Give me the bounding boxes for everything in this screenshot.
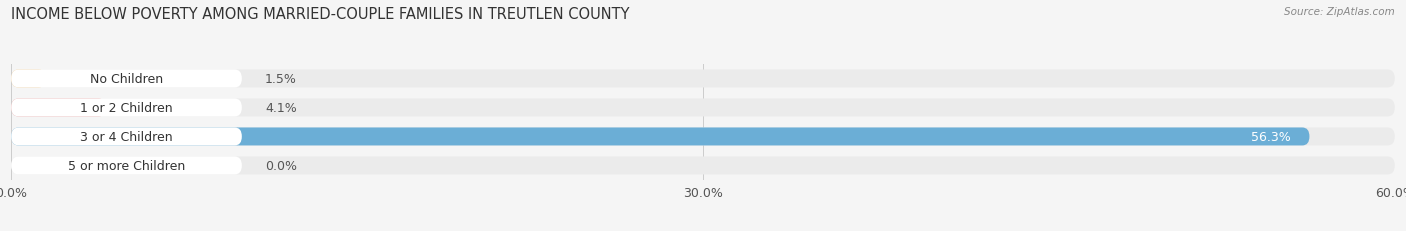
Text: No Children: No Children [90,73,163,86]
FancyBboxPatch shape [11,99,1395,117]
Text: 0.0%: 0.0% [264,159,297,172]
FancyBboxPatch shape [11,70,1395,88]
FancyBboxPatch shape [11,128,242,146]
Text: 1 or 2 Children: 1 or 2 Children [80,101,173,115]
Text: 5 or more Children: 5 or more Children [67,159,186,172]
Text: 56.3%: 56.3% [1251,130,1291,143]
FancyBboxPatch shape [11,99,105,117]
FancyBboxPatch shape [11,70,46,88]
FancyBboxPatch shape [11,157,1395,175]
Text: 1.5%: 1.5% [264,73,297,86]
FancyBboxPatch shape [11,70,242,88]
FancyBboxPatch shape [11,157,242,175]
Text: 4.1%: 4.1% [264,101,297,115]
FancyBboxPatch shape [11,128,1395,146]
Text: Source: ZipAtlas.com: Source: ZipAtlas.com [1284,7,1395,17]
Text: INCOME BELOW POVERTY AMONG MARRIED-COUPLE FAMILIES IN TREUTLEN COUNTY: INCOME BELOW POVERTY AMONG MARRIED-COUPL… [11,7,630,22]
Text: 3 or 4 Children: 3 or 4 Children [80,130,173,143]
FancyBboxPatch shape [11,99,242,117]
FancyBboxPatch shape [11,128,1309,146]
